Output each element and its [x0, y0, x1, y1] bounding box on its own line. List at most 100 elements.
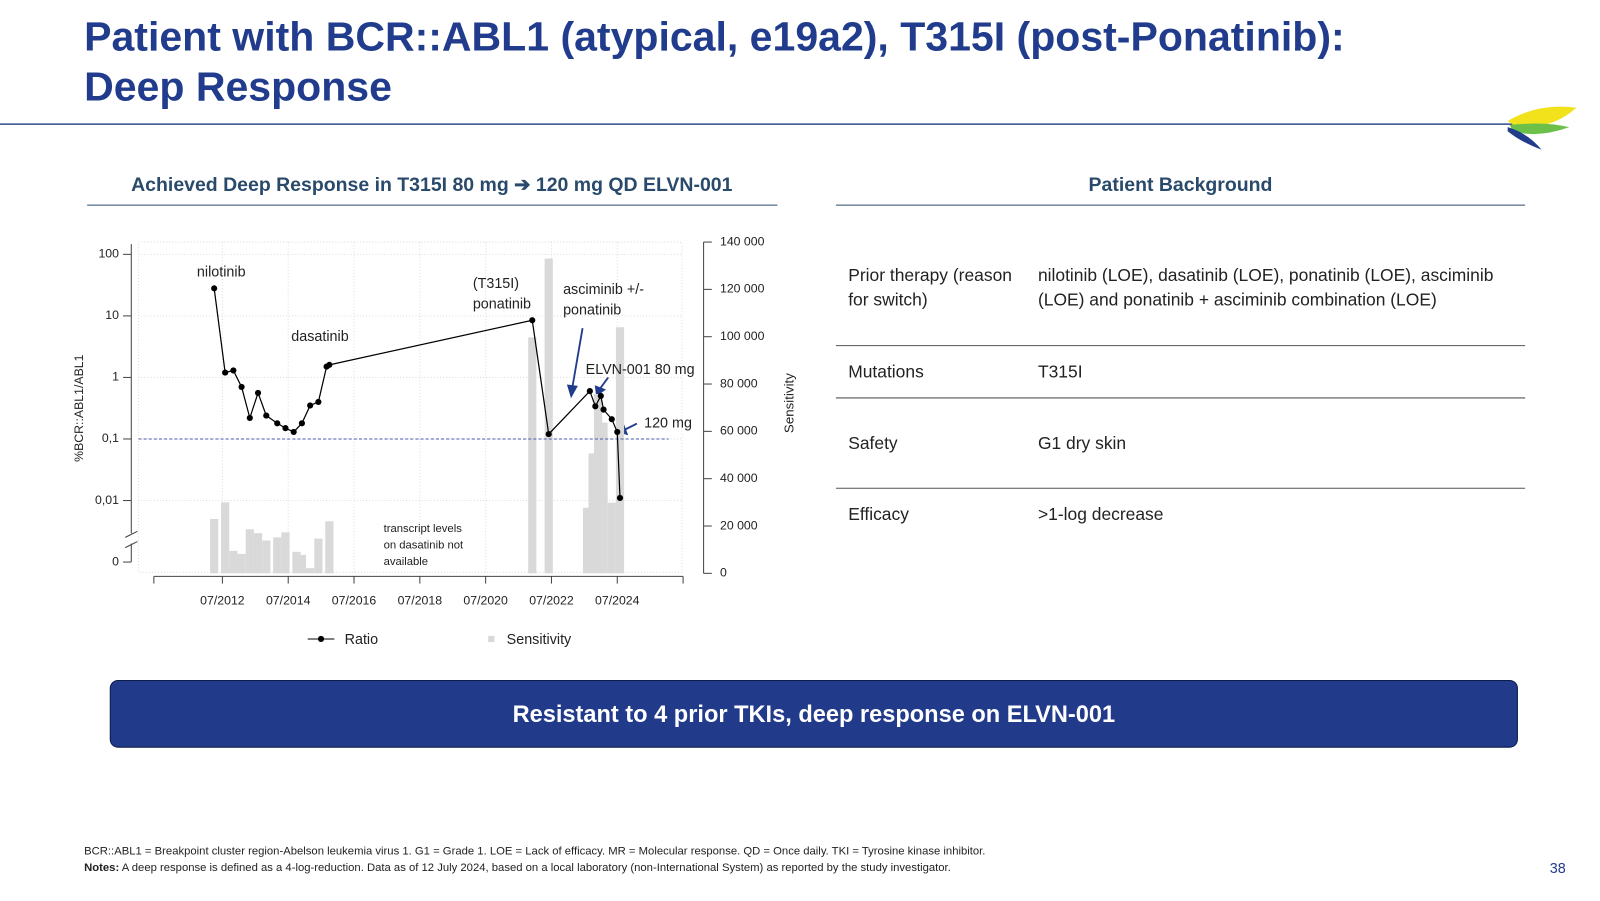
- table-cell: Safety: [848, 433, 898, 454]
- y-tick-label: 1: [112, 370, 119, 384]
- point: [600, 406, 607, 413]
- annotation: (T315I): [473, 276, 519, 292]
- logo: [1507, 106, 1577, 150]
- bar: [528, 337, 537, 574]
- bar: [306, 568, 315, 574]
- point: [282, 425, 289, 432]
- x-tick-label: 07/2022: [529, 593, 574, 607]
- point: [597, 392, 604, 400]
- point: [545, 431, 552, 438]
- line: [213, 288, 621, 498]
- y-tick-label: 100: [98, 247, 119, 261]
- y2-tick-label: 140 000: [720, 234, 765, 248]
- bar: [281, 532, 290, 574]
- y2-tick-label: 80 000: [720, 376, 758, 390]
- bar: [273, 537, 282, 574]
- x-tick-label: 07/2018: [398, 593, 443, 607]
- point: [263, 412, 270, 419]
- point: [529, 317, 536, 324]
- table-cell: nilotinib (LOE), dasatinib (LOE), ponati…: [1037, 265, 1494, 310]
- point: [254, 389, 262, 397]
- x-tick-label: 07/2016: [332, 593, 377, 607]
- slide-title: Patient with BCR::ABL1 (atypical, e19a2)…: [84, 12, 1345, 113]
- point: [592, 403, 599, 410]
- annotation: nilotinib: [197, 265, 246, 281]
- y2-axis-label: Sensitivity: [781, 373, 796, 433]
- point: [290, 428, 297, 436]
- chart-title: Achieved Deep Response in T315I 80 mg ➔ …: [131, 174, 732, 196]
- annotation: on dasatinib not: [384, 540, 464, 552]
- y2-tick-label: 20 000: [720, 518, 758, 532]
- table-cell: Prior therapy (reason for switch): [848, 265, 1012, 310]
- bar: [582, 507, 592, 574]
- bar: [292, 551, 301, 574]
- point: [614, 428, 621, 436]
- legend-swatch: [488, 635, 495, 643]
- y2-tick-label: 0: [720, 566, 727, 580]
- annotation: available: [384, 556, 428, 568]
- legend-label: Sensitivity: [507, 632, 572, 648]
- annotation: 120 mg: [644, 415, 692, 431]
- notes-text: A deep response is defined as a 4-log-re…: [121, 861, 951, 874]
- point: [211, 285, 218, 292]
- y-tick-label: 0,01: [95, 493, 119, 507]
- legend-swatch: [317, 635, 325, 643]
- bar: [544, 258, 553, 574]
- bar: [221, 502, 230, 574]
- point: [326, 361, 333, 368]
- point: [274, 420, 281, 427]
- banner: Resistant to 4 prior TKIs, deep response…: [109, 679, 1518, 748]
- point: [315, 398, 322, 406]
- table-cell: Mutations: [848, 362, 924, 382]
- y-tick-label: 10: [105, 308, 119, 322]
- annotation: ponatinib: [473, 296, 531, 312]
- bar: [588, 453, 597, 574]
- bar: [262, 540, 271, 574]
- table-cell: T315I: [1037, 362, 1083, 382]
- bar: [253, 533, 263, 574]
- annotation: ponatinib: [563, 303, 621, 319]
- point: [222, 369, 229, 376]
- table-title: Patient Background: [1089, 174, 1273, 196]
- bar: [229, 550, 238, 574]
- annotation: ELVN-001 80 mg: [586, 362, 695, 378]
- bar: [615, 327, 625, 574]
- point: [230, 367, 237, 374]
- bar: [297, 554, 307, 574]
- legend-label: Ratio: [345, 632, 379, 648]
- bar: [593, 393, 603, 574]
- y-tick-label: 0,1: [102, 431, 119, 445]
- annotation: dasatinib: [291, 329, 348, 345]
- footnote: BCR::ABL1 = Breakpoint cluster region-Ab…: [84, 845, 986, 858]
- bar: [314, 538, 323, 574]
- y2-tick-label: 40 000: [720, 471, 758, 485]
- point: [586, 388, 593, 395]
- title-line: Deep Response: [84, 64, 392, 110]
- banner-text: Resistant to 4 prior TKIs, deep response…: [512, 699, 1116, 727]
- x-tick-label: 07/2012: [200, 593, 245, 607]
- y2-tick-label: 120 000: [720, 282, 765, 296]
- bar: [237, 553, 246, 574]
- y-tick-label: 0: [112, 554, 119, 568]
- axis-break: [124, 530, 138, 549]
- table-cell: G1 dry skin: [1037, 433, 1127, 454]
- bar: [607, 502, 616, 574]
- arrows: [566, 328, 638, 436]
- point: [307, 402, 314, 409]
- point: [616, 494, 624, 502]
- notes-label: Notes:: [84, 861, 120, 874]
- title-line: Patient with BCR::ABL1 (atypical, e19a2)…: [84, 14, 1345, 60]
- y2-tick-label: 100 000: [720, 329, 765, 343]
- y-axis-label: %BCR::ABL1/ABL1: [72, 354, 86, 461]
- point: [608, 416, 615, 423]
- point: [298, 420, 305, 427]
- bar: [245, 529, 254, 574]
- y2-tick-label: 60 000: [720, 424, 758, 438]
- table-cell: Efficacy: [848, 504, 909, 525]
- point: [238, 383, 245, 391]
- plot-frame: [137, 241, 683, 573]
- x-tick-label: 07/2020: [463, 593, 508, 607]
- point: [246, 414, 253, 421]
